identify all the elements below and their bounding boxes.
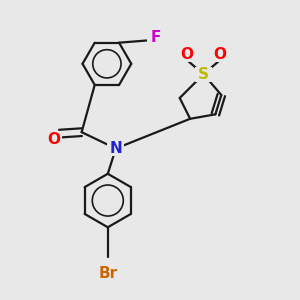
Text: F: F — [151, 30, 161, 45]
FancyBboxPatch shape — [178, 47, 196, 62]
FancyBboxPatch shape — [147, 30, 165, 44]
FancyBboxPatch shape — [45, 132, 62, 147]
FancyBboxPatch shape — [195, 67, 212, 82]
Text: N: N — [110, 141, 122, 156]
Text: O: O — [181, 47, 194, 62]
FancyBboxPatch shape — [211, 47, 229, 62]
FancyBboxPatch shape — [97, 266, 119, 281]
FancyBboxPatch shape — [107, 141, 124, 156]
Text: O: O — [213, 47, 226, 62]
Text: O: O — [47, 132, 60, 147]
Text: S: S — [198, 67, 209, 82]
Text: Br: Br — [99, 266, 118, 281]
